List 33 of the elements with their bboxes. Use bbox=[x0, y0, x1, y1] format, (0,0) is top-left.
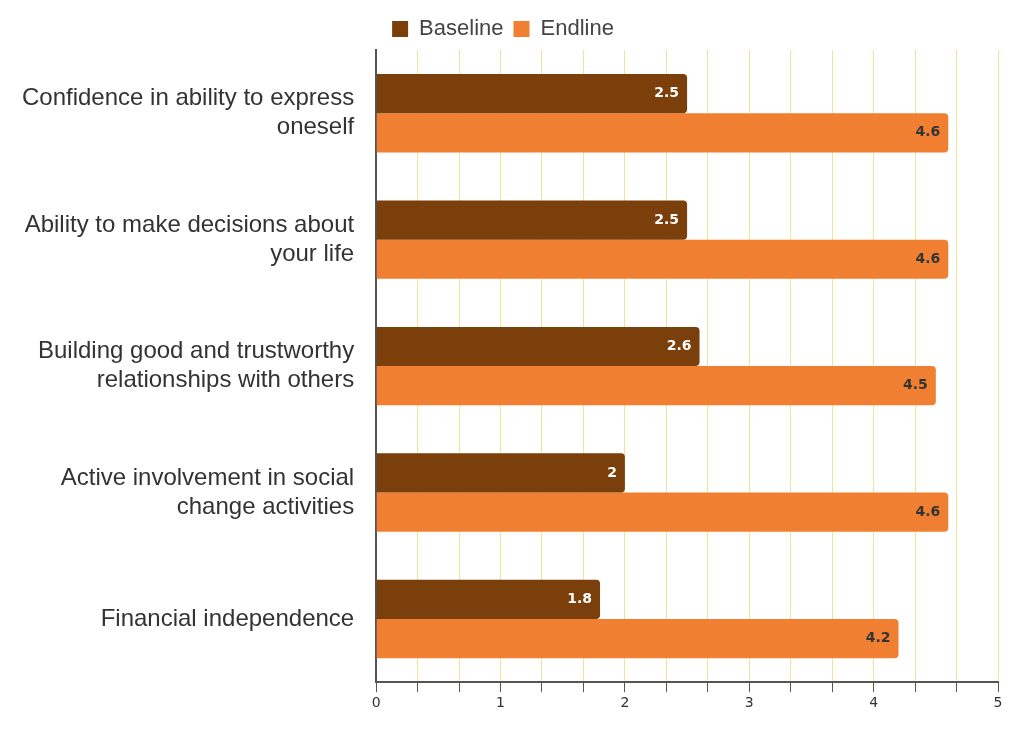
y-tick-label: Active involvement in social change activities bbox=[60, 462, 355, 519]
data-label: 4.5 bbox=[903, 376, 928, 393]
x-tick-label: 4 bbox=[869, 694, 879, 711]
bar bbox=[376, 200, 688, 240]
y-tick-label: Financial independence bbox=[100, 603, 355, 631]
bar bbox=[376, 579, 601, 619]
legend-label: Baseline bbox=[419, 15, 504, 41]
data-label: 2 bbox=[607, 463, 617, 480]
y-tick-label: Ability to make decisions about your life bbox=[24, 209, 355, 266]
data-label: 4.2 bbox=[865, 629, 891, 646]
bar bbox=[376, 326, 700, 367]
x-tick-label: 2 bbox=[620, 694, 630, 711]
y-tick-label: Building good and trustworthy relationships with others bbox=[37, 336, 355, 393]
bar bbox=[376, 366, 936, 406]
bar bbox=[376, 618, 899, 659]
data-label: 4.6 bbox=[915, 123, 941, 140]
bar bbox=[376, 74, 688, 114]
y-tick-label: Confidence in ability to express oneself bbox=[21, 83, 355, 140]
x-tick-label: 0 bbox=[371, 694, 381, 711]
legend-label: Endline bbox=[540, 15, 614, 41]
x-tick-label: 1 bbox=[496, 694, 505, 711]
data-label: 4.6 bbox=[915, 502, 941, 519]
data-label: 1.8 bbox=[567, 590, 593, 607]
bar bbox=[376, 492, 949, 532]
x-tick-label: 3 bbox=[744, 694, 754, 711]
data-label: 2.6 bbox=[666, 337, 692, 354]
data-label: 2.5 bbox=[654, 210, 680, 227]
data-label: 2.5 bbox=[654, 84, 680, 101]
bar bbox=[376, 239, 949, 279]
x-tick-label: 5 bbox=[993, 694, 1003, 711]
bar bbox=[376, 113, 949, 153]
data-label: 4.6 bbox=[915, 249, 941, 266]
bar bbox=[376, 453, 625, 493]
